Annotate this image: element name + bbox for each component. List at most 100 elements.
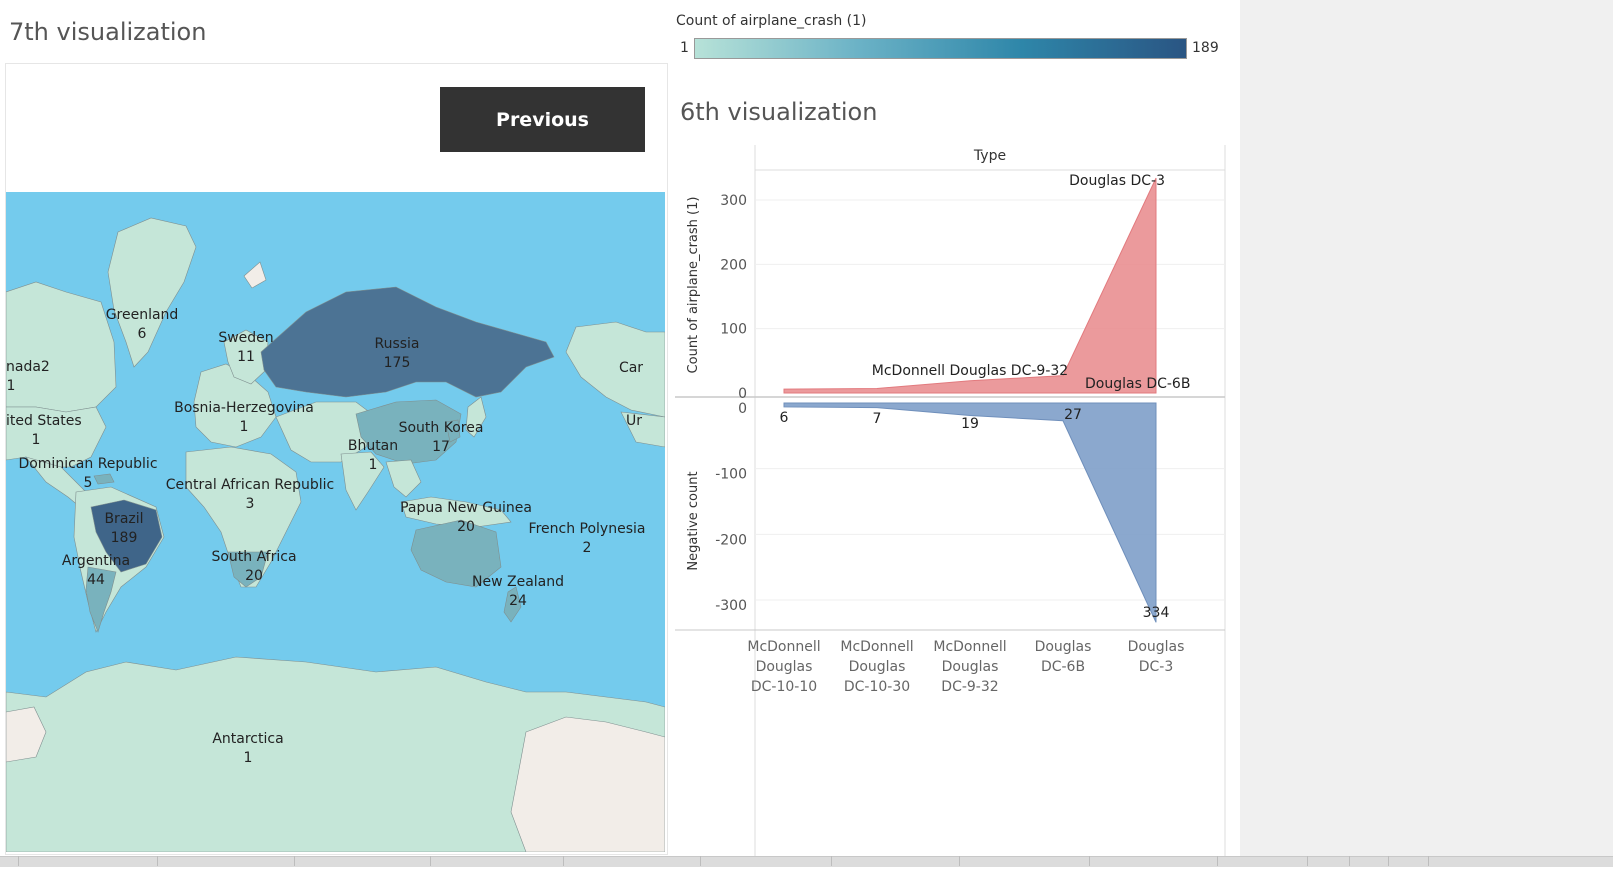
country-indonesia[interactable] — [400, 496, 512, 528]
viz7-title: 7th visualization — [9, 18, 207, 46]
map-label-name: New Zealand — [472, 574, 564, 590]
header-type: Type — [973, 148, 1006, 164]
area-negative-series[interactable] — [783, 402, 1157, 623]
country-united-states[interactable] — [6, 406, 107, 468]
country-japan[interactable] — [465, 396, 487, 438]
country-greenland[interactable] — [107, 217, 197, 368]
map-label-count: 1 — [32, 432, 41, 448]
x-category-label: Douglas — [942, 659, 999, 675]
map-label-name: South Africa — [211, 549, 296, 565]
map-label-name: Russia — [374, 336, 419, 352]
y-tick-label: -200 — [715, 532, 747, 548]
country-new-zealand[interactable] — [503, 586, 522, 623]
previous-button[interactable]: Previous — [440, 87, 645, 152]
map-label-name: Argentina — [62, 553, 130, 569]
tab-divider — [1349, 856, 1350, 866]
tab-divider — [1089, 856, 1090, 866]
x-category-label: DC-9-32 — [941, 679, 998, 695]
map-label-name: Brazil — [104, 511, 143, 527]
viz6-title: 6th visualization — [680, 98, 878, 126]
country-south-korea[interactable] — [445, 419, 461, 443]
tab-divider — [1388, 856, 1389, 866]
map-label-count: 1 — [369, 457, 378, 473]
map-label-name: Bosnia-Herzegovina — [174, 400, 314, 416]
sheet-tab-bar[interactable] — [0, 856, 1613, 867]
world-map[interactable]: Greenland 6 Sweden 11 Russia 175 nada2 1 ited St… — [6, 192, 665, 852]
area-annotation: McDonnell Douglas DC-9-32 — [872, 363, 1068, 379]
top-y-axis-label: Count of airplane_crash (1) — [686, 197, 701, 374]
tab-divider — [700, 856, 701, 866]
y-tick-label: -100 — [715, 467, 747, 483]
x-category-label: DC-6B — [1041, 659, 1085, 675]
value-label: 6 — [780, 410, 789, 426]
y-tick-label: 0 — [738, 386, 747, 402]
region-no-data — [510, 716, 665, 852]
tab-divider — [157, 856, 158, 866]
country-russia[interactable] — [260, 286, 555, 398]
empty-right-area — [1240, 0, 1613, 866]
tab-divider — [563, 856, 564, 866]
map-label-count: 20 — [245, 568, 263, 584]
legend-min: 1 — [680, 40, 689, 56]
country-africa[interactable] — [185, 446, 302, 588]
country-dominican-republic[interactable] — [93, 473, 115, 485]
country-australia[interactable] — [410, 519, 502, 588]
legend-max: 189 — [1192, 40, 1219, 56]
map-label-name: South Korea — [399, 420, 484, 436]
map-label-name: Antarctica — [212, 731, 283, 747]
map-label-count: 5 — [84, 475, 93, 491]
area-annotation: Douglas DC-3 — [1069, 173, 1165, 189]
country-china[interactable] — [355, 399, 462, 465]
map-label-name: Papua New Guinea — [400, 500, 532, 516]
x-category-label: Douglas — [849, 659, 906, 675]
country-brazil[interactable] — [90, 499, 163, 573]
y-tick-label: -300 — [715, 598, 747, 614]
country-india[interactable] — [340, 451, 385, 511]
tab-divider — [959, 856, 960, 866]
tab-divider — [831, 856, 832, 866]
country-antarctica[interactable] — [6, 656, 665, 852]
country-sweden[interactable] — [223, 329, 269, 385]
map-label-count: 3 — [246, 496, 255, 512]
region-no-data — [6, 706, 47, 763]
map-label-count: 44 — [87, 572, 105, 588]
map-label-count: 20 — [457, 519, 475, 535]
tab-divider — [1428, 856, 1429, 866]
map-label-count: 17 — [432, 439, 450, 455]
x-category-label: Douglas — [756, 659, 813, 675]
value-label: 7 — [873, 411, 882, 427]
map-label-count: 1 — [244, 750, 253, 766]
area-chart-6th[interactable]: Type Count of airplane_crash (1) Negativ… — [675, 145, 1235, 866]
value-label: 27 — [1064, 407, 1082, 423]
country-argentina[interactable] — [85, 566, 117, 633]
tab-divider — [430, 856, 431, 866]
country-se-asia[interactable] — [385, 459, 422, 498]
legend-title: Count of airplane_crash (1) — [676, 13, 867, 29]
x-category-label: Douglas — [1128, 639, 1185, 655]
y-tick-label: 100 — [720, 322, 747, 338]
region-no-data — [243, 261, 267, 289]
map-label-name: Greenland — [106, 307, 179, 323]
map-label-count: 1 — [240, 419, 249, 435]
map-label-count: 189 — [111, 530, 138, 546]
tab-divider — [294, 856, 295, 866]
country-canada[interactable] — [6, 281, 117, 413]
y-tick-label: 300 — [720, 193, 747, 209]
x-category-label: McDonnell — [840, 639, 913, 655]
map-label-count: 11 — [237, 349, 255, 365]
area-annotation: Douglas DC-6B — [1085, 376, 1190, 392]
x-category-label: DC-10-30 — [844, 679, 910, 695]
map-label-name: nada2 — [6, 359, 50, 375]
country-canada-east[interactable] — [565, 321, 665, 418]
map-label-name: Central African Republic — [166, 477, 335, 493]
color-legend-bar — [694, 38, 1187, 59]
map-label-count: 24 — [509, 593, 527, 609]
x-category-label: McDonnell — [933, 639, 1006, 655]
country-us-east[interactable] — [620, 411, 665, 448]
tab-divider — [1307, 856, 1308, 866]
tab-divider — [18, 856, 19, 866]
country-central-asia[interactable] — [275, 401, 377, 463]
tab-divider — [1217, 856, 1218, 866]
area-positive-series[interactable] — [783, 177, 1157, 394]
country-south-africa[interactable] — [227, 551, 269, 588]
